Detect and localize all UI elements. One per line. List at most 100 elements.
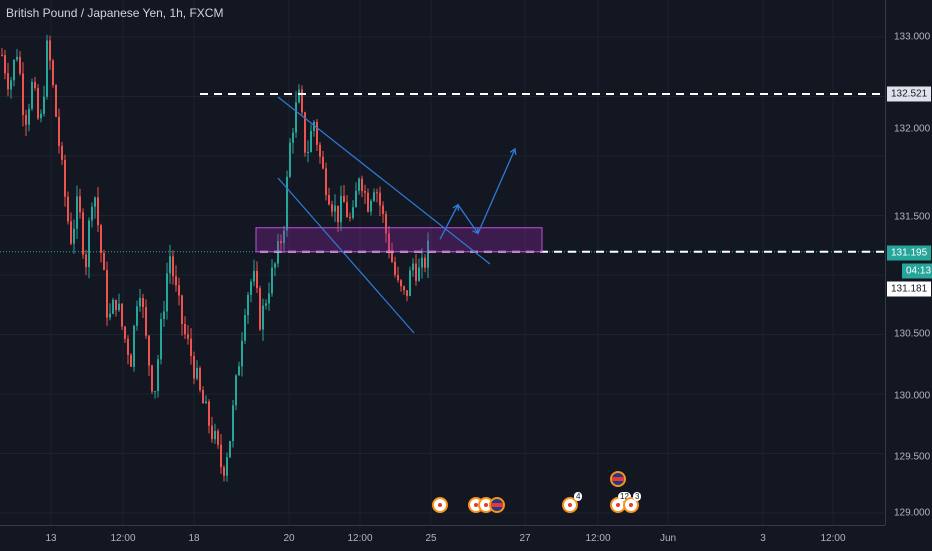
- candle-body: [133, 325, 135, 367]
- candle-body: [325, 168, 327, 196]
- candle-body: [307, 151, 309, 153]
- candle-body: [208, 401, 210, 426]
- candle-body: [295, 102, 297, 133]
- candle-body: [106, 269, 108, 318]
- candle-body: [346, 202, 348, 217]
- candle-body: [364, 191, 366, 193]
- candle-body: [154, 391, 156, 393]
- chart-canvas[interactable]: [0, 0, 885, 525]
- candle-body: [310, 130, 312, 152]
- economic-event-marker[interactable]: [562, 497, 578, 513]
- candle-body: [385, 214, 387, 234]
- candle-body: [388, 233, 390, 254]
- candle-body: [190, 338, 192, 357]
- candle-body: [40, 113, 42, 119]
- time-axis[interactable]: 13 12:00 18 20 12:00 25 27 12:00 Jun 3 1…: [0, 525, 885, 551]
- candle-body: [115, 299, 117, 311]
- candle-body: [259, 288, 261, 330]
- candle-body: [355, 190, 357, 208]
- candle-body: [367, 192, 369, 212]
- candle-body: [394, 261, 396, 275]
- candle-body: [193, 356, 195, 379]
- candle-body: [64, 159, 66, 197]
- candle-body: [118, 303, 120, 311]
- event-count-badge: 4: [574, 492, 583, 501]
- price-label: 129.500: [894, 451, 931, 463]
- event-count-badge: 3: [633, 492, 642, 501]
- candle-body: [271, 267, 273, 294]
- candle-body: [391, 253, 393, 262]
- candle-body: [340, 195, 342, 223]
- candle-body: [67, 196, 69, 222]
- candle-body: [238, 366, 240, 376]
- candle-body: [328, 195, 330, 205]
- level-price-tag: 132.521: [887, 86, 932, 102]
- candle-body: [235, 375, 237, 406]
- candle-body: [55, 85, 57, 117]
- candle-body: [220, 444, 222, 468]
- candle-body: [79, 196, 81, 213]
- time-label: 12:00: [820, 533, 846, 544]
- candle-body: [265, 303, 267, 306]
- bid-price-tag: 131.181: [887, 281, 932, 297]
- time-label: 3: [760, 533, 766, 544]
- candle-body: [229, 441, 231, 458]
- candle-body: [61, 145, 63, 160]
- candle-body: [301, 89, 303, 113]
- candle-body: [130, 354, 132, 367]
- candle-body: [1, 54, 3, 56]
- candle-body: [253, 270, 255, 282]
- price-label: 131.500: [894, 211, 931, 223]
- candle-body: [400, 280, 402, 287]
- candle-body: [142, 297, 144, 307]
- candle-body: [280, 240, 282, 244]
- time-label: 18: [188, 533, 200, 544]
- candle-body: [409, 270, 411, 296]
- candle-body: [187, 334, 189, 339]
- candle-body: [373, 192, 375, 201]
- candle-body: [232, 405, 234, 442]
- candle-body: [331, 204, 333, 212]
- uk-flag-icon[interactable]: [489, 497, 505, 513]
- candle-body: [91, 206, 93, 221]
- candle-body: [22, 73, 24, 115]
- candle-body: [343, 195, 345, 203]
- candle-body: [85, 254, 87, 268]
- candle-body: [7, 73, 9, 90]
- candle-body: [112, 299, 114, 314]
- candle-body: [100, 225, 102, 254]
- candle-body: [151, 365, 153, 392]
- candle-body: [406, 290, 408, 296]
- candle-body: [319, 144, 321, 157]
- candle-body: [37, 87, 39, 119]
- arrow-head: [472, 227, 479, 235]
- candle-body: [241, 340, 243, 367]
- uk-flag-icon[interactable]: [610, 471, 626, 487]
- candle-body: [214, 430, 216, 440]
- candle-body: [196, 368, 198, 379]
- candle-body: [178, 285, 180, 296]
- candle-body: [175, 276, 177, 286]
- chart-title: British Pound / Japanese Yen, 1h, FXCM: [6, 6, 224, 20]
- candle-body: [292, 132, 294, 143]
- candle-body: [289, 142, 291, 177]
- price-axis[interactable]: 133.000 132.000 131.500 130.500 130.000 …: [885, 0, 932, 525]
- candle-timer-tag: 04:13: [902, 263, 932, 279]
- candle-body: [217, 430, 219, 445]
- economic-event-marker[interactable]: [432, 497, 448, 513]
- candle-body: [421, 257, 423, 268]
- economic-event-marker[interactable]: [623, 497, 639, 513]
- time-label: 25: [425, 533, 437, 544]
- candle-body: [361, 178, 363, 192]
- time-label: Jun: [659, 533, 677, 544]
- candle-body: [226, 457, 228, 476]
- candle-body: [4, 55, 6, 74]
- candle-body: [184, 323, 186, 335]
- candle-body: [124, 326, 126, 339]
- candle-body: [19, 56, 21, 74]
- candle-body: [97, 197, 99, 226]
- candle-body: [148, 335, 150, 366]
- time-label: 27: [519, 533, 531, 544]
- candle-body: [136, 306, 138, 326]
